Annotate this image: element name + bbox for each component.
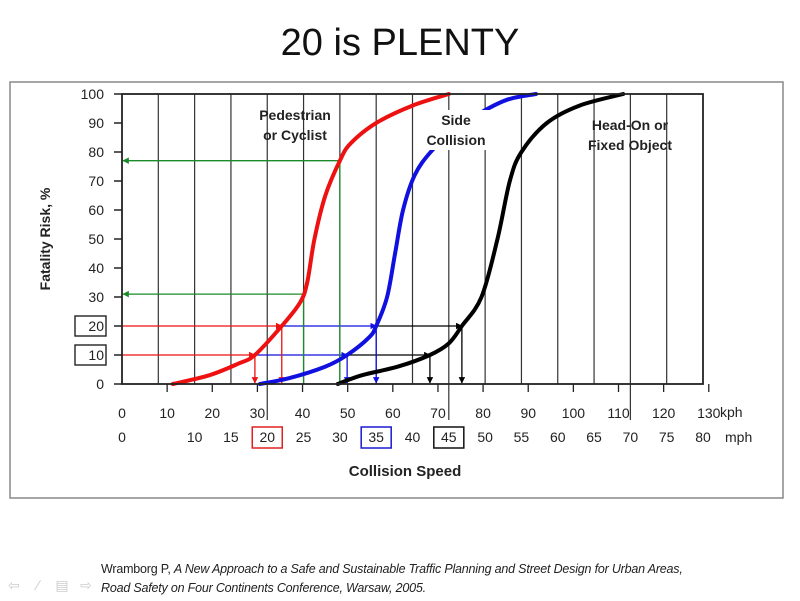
kph-tick-label: 70 [430, 405, 446, 421]
pen-icon[interactable]: ∕ [36, 577, 40, 593]
mph-unit-label: mph [725, 429, 752, 445]
y-tick-box [74, 344, 107, 366]
y-tick-label: 40 [88, 260, 104, 276]
slide-title: 20 is PLENTY [280, 22, 520, 64]
citation-author: Wramborg P, [101, 562, 174, 576]
kph-tick-label: 20 [204, 405, 220, 421]
slideshow-controls: ⇦ ∕ ▤ ⇨ [6, 577, 94, 594]
y-tick-label: 80 [88, 144, 104, 160]
kph-tick-label: 40 [295, 405, 311, 421]
curve-head-on [335, 92, 626, 386]
mph-tick-label: 60 [550, 429, 566, 445]
mph-tick-label: 50 [477, 429, 493, 445]
kph-tick-label: 50 [340, 405, 356, 421]
y-tick-label: 10 [88, 347, 104, 363]
mph-tick-label: 45 [441, 429, 457, 445]
x-axis-title: Collision Speed [349, 463, 462, 480]
y-axis-title: Fatality Risk, % [37, 187, 53, 290]
slide-menu-icon[interactable]: ▤ [55, 577, 69, 593]
arrow-right-icon[interactable]: ⇨ [80, 577, 92, 593]
curve-pedestrian [170, 92, 451, 386]
series-label: or Cyclist [263, 127, 327, 143]
citation-title: A New Approach to a Safe and Sustainable… [173, 562, 683, 576]
mph-tick-label: 65 [586, 429, 602, 445]
y-tick-label: 70 [88, 173, 104, 189]
arrow-left-icon[interactable]: ⇦ [8, 577, 20, 593]
series-label: Collision [426, 132, 485, 148]
kph-tick-label: 0 [118, 405, 126, 421]
y-tick-box [74, 315, 107, 337]
series-label: Head-On or [592, 117, 669, 133]
mph-tick-label: 35 [368, 429, 384, 445]
mph-tick-box [251, 426, 283, 449]
mph-tick-box [360, 426, 392, 449]
y-tick-label: 100 [81, 86, 105, 102]
kph-tick-label: 110 [607, 405, 630, 421]
mph-tick-label: 70 [623, 429, 639, 445]
mph-tick-label: 40 [405, 429, 421, 445]
y-tick-label: 30 [88, 289, 104, 305]
kph-tick-label: 60 [385, 405, 401, 421]
mph-tick-label: 75 [659, 429, 675, 445]
citation: Wramborg P, A New Approach to a Safe and… [101, 560, 683, 598]
kph-tick-label: 10 [159, 405, 175, 421]
y-tick-label: 0 [96, 376, 104, 392]
series-label: Fixed Object [588, 137, 672, 153]
y-tick-label: 20 [88, 318, 104, 334]
chart-outer-frame [9, 81, 784, 499]
mph-tick-label: 25 [296, 429, 312, 445]
series-label: Side [441, 112, 471, 128]
kph-tick-label: 80 [475, 405, 491, 421]
mph-tick-label: 20 [259, 429, 275, 445]
kph-tick-label: 120 [652, 405, 676, 421]
y-tick-label: 90 [88, 115, 104, 131]
y-tick-label: 50 [88, 231, 104, 247]
kph-tick-label: 90 [520, 405, 536, 421]
series-label: Pedestrian [259, 107, 331, 123]
kph-unit-label: kph [720, 404, 743, 420]
kph-tick-label: 130 [697, 405, 721, 421]
mph-tick-box [433, 426, 465, 449]
kph-tick-label: 30 [250, 405, 266, 421]
mph-tick-label: 80 [695, 429, 711, 445]
kph-tick-label: 100 [562, 405, 586, 421]
mph-tick-label: 55 [514, 429, 530, 445]
series-label-bg [418, 110, 494, 150]
citation-venue: Road Safety on Four Continents Conferenc… [101, 581, 426, 595]
mph-tick-label: 0 [118, 429, 126, 445]
mph-tick-label: 15 [223, 429, 239, 445]
mph-tick-label: 10 [187, 429, 203, 445]
y-tick-label: 60 [88, 202, 104, 218]
mph-tick-label: 30 [332, 429, 348, 445]
